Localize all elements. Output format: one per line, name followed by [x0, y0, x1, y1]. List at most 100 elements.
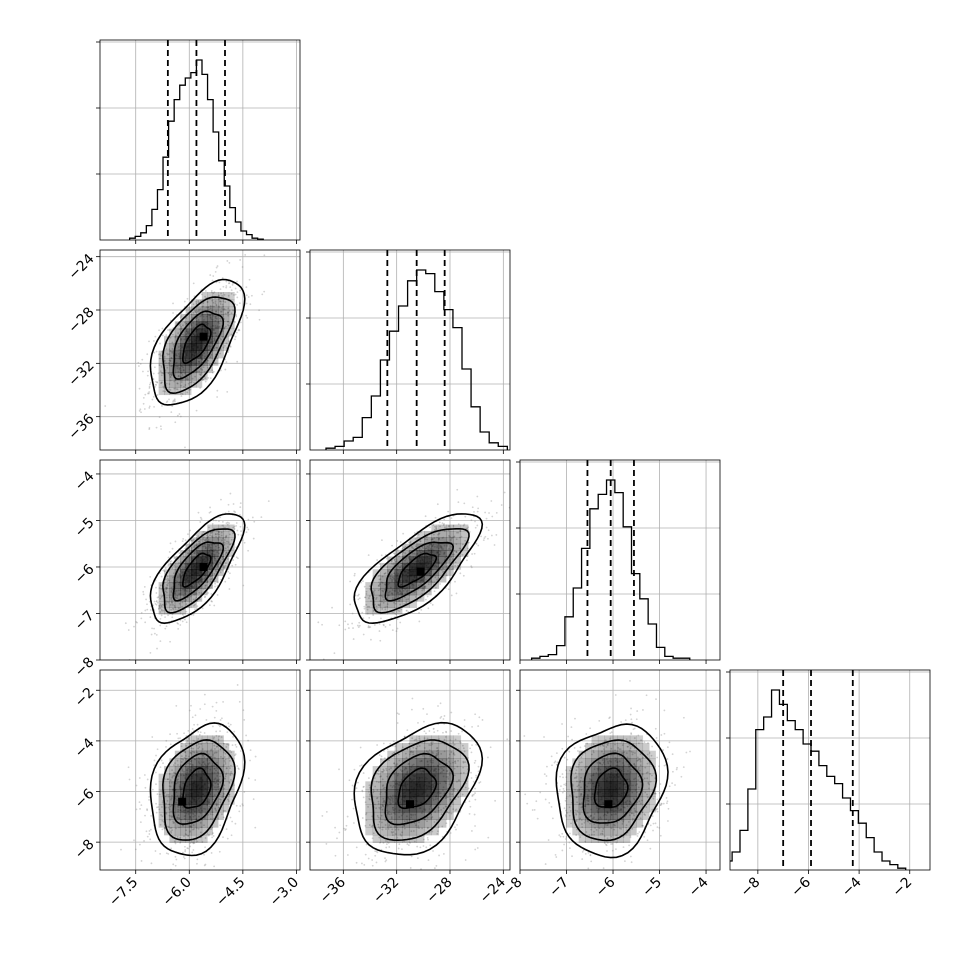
scatter-point	[225, 767, 228, 770]
scatter-point	[203, 703, 206, 706]
scatter-point	[222, 810, 225, 812]
scatter-point	[227, 743, 230, 746]
scatter-point	[199, 516, 202, 519]
scatter-point	[397, 609, 400, 612]
scatter-point	[383, 800, 386, 802]
scatter-point	[171, 603, 174, 606]
scatter-point	[144, 609, 147, 612]
scatter-point	[253, 520, 256, 523]
density-cell	[402, 543, 410, 551]
density-cell	[180, 773, 187, 782]
scatter-point	[162, 569, 165, 572]
scatter-point	[444, 526, 446, 529]
scatter-point	[160, 575, 163, 578]
scatter-point	[218, 561, 221, 564]
density-cell	[185, 372, 192, 381]
scatter-point	[438, 854, 440, 857]
density-cell	[196, 781, 203, 790]
scatter-point	[363, 605, 366, 608]
scatter-point	[377, 575, 380, 577]
density-cell	[218, 543, 224, 551]
scatter-point	[453, 535, 456, 538]
contour-line	[172, 310, 225, 380]
scatter-point	[172, 820, 175, 823]
scatter-point	[462, 766, 465, 769]
scatter-point	[241, 539, 244, 542]
scatter-point	[353, 574, 356, 577]
scatter-point	[434, 576, 437, 579]
scatter-point	[378, 585, 381, 587]
scatter-point	[165, 625, 168, 628]
scatter-point	[476, 510, 479, 513]
density-cell	[372, 569, 381, 577]
y-tick-label: −8	[72, 654, 98, 680]
scatter-point	[199, 538, 202, 541]
scatter-point	[239, 525, 242, 528]
scatter-point	[404, 545, 407, 548]
scatter-point	[221, 303, 224, 306]
scatter-point	[180, 325, 183, 328]
density-cell	[212, 811, 219, 821]
y-tick-label: −28	[65, 304, 97, 336]
scatter-point	[467, 526, 470, 529]
scatter-point	[183, 732, 185, 735]
scatter-point	[331, 606, 333, 609]
scatter-point	[224, 777, 226, 780]
scatter-point	[453, 767, 456, 770]
scatter-point	[453, 550, 456, 552]
scatter-point	[182, 851, 184, 854]
contour-line	[149, 513, 246, 625]
scatter-point	[193, 381, 195, 384]
scatter-point	[378, 563, 381, 565]
scatter-point	[219, 563, 222, 566]
scatter-point	[229, 767, 231, 770]
scatter-point	[358, 624, 361, 627]
scatter-point	[393, 762, 396, 765]
scatter-point	[198, 591, 201, 594]
density-cell	[402, 594, 410, 602]
scatter-point	[224, 809, 226, 812]
scatter-point	[170, 586, 173, 589]
scatter-point	[170, 590, 173, 592]
scatter-point	[446, 769, 449, 772]
density-cell	[201, 372, 208, 381]
scatter-point	[200, 518, 203, 520]
scatter-point	[188, 389, 190, 391]
scatter-point	[235, 315, 238, 318]
scatter-point	[427, 583, 430, 586]
scatter-point	[189, 388, 192, 391]
scatter-point	[149, 609, 152, 611]
scatter-point	[159, 766, 162, 769]
scatter-point	[202, 536, 205, 539]
scatter-point	[180, 821, 183, 824]
scatter-point	[403, 824, 406, 827]
scatter-point	[233, 528, 236, 530]
scatter-point	[409, 748, 411, 750]
scatter-point	[155, 384, 158, 386]
density-cell	[180, 321, 187, 330]
scatter-point	[227, 311, 230, 314]
scatter-point	[366, 605, 369, 608]
scatter-point	[160, 588, 163, 590]
density-cell	[201, 306, 208, 315]
scatter-point	[221, 555, 224, 558]
scatter-point	[352, 638, 355, 640]
density-cell	[228, 788, 235, 798]
scatter-point	[192, 828, 194, 831]
scatter-point	[195, 744, 198, 747]
density-cell	[424, 537, 432, 545]
scatter-point	[230, 538, 233, 541]
scatter-point	[463, 725, 466, 728]
scatter-point	[245, 302, 248, 305]
scatter-point	[228, 793, 231, 796]
scatter-point	[227, 294, 230, 297]
density-cell	[212, 350, 219, 359]
scatter-point	[453, 753, 456, 756]
scatter-point	[214, 302, 217, 305]
density-cell	[196, 735, 203, 744]
scatter-point	[180, 761, 183, 763]
scatter-point	[210, 577, 213, 580]
scatter-point	[405, 601, 408, 604]
scatter-point	[237, 767, 240, 770]
scatter-point	[176, 597, 179, 600]
